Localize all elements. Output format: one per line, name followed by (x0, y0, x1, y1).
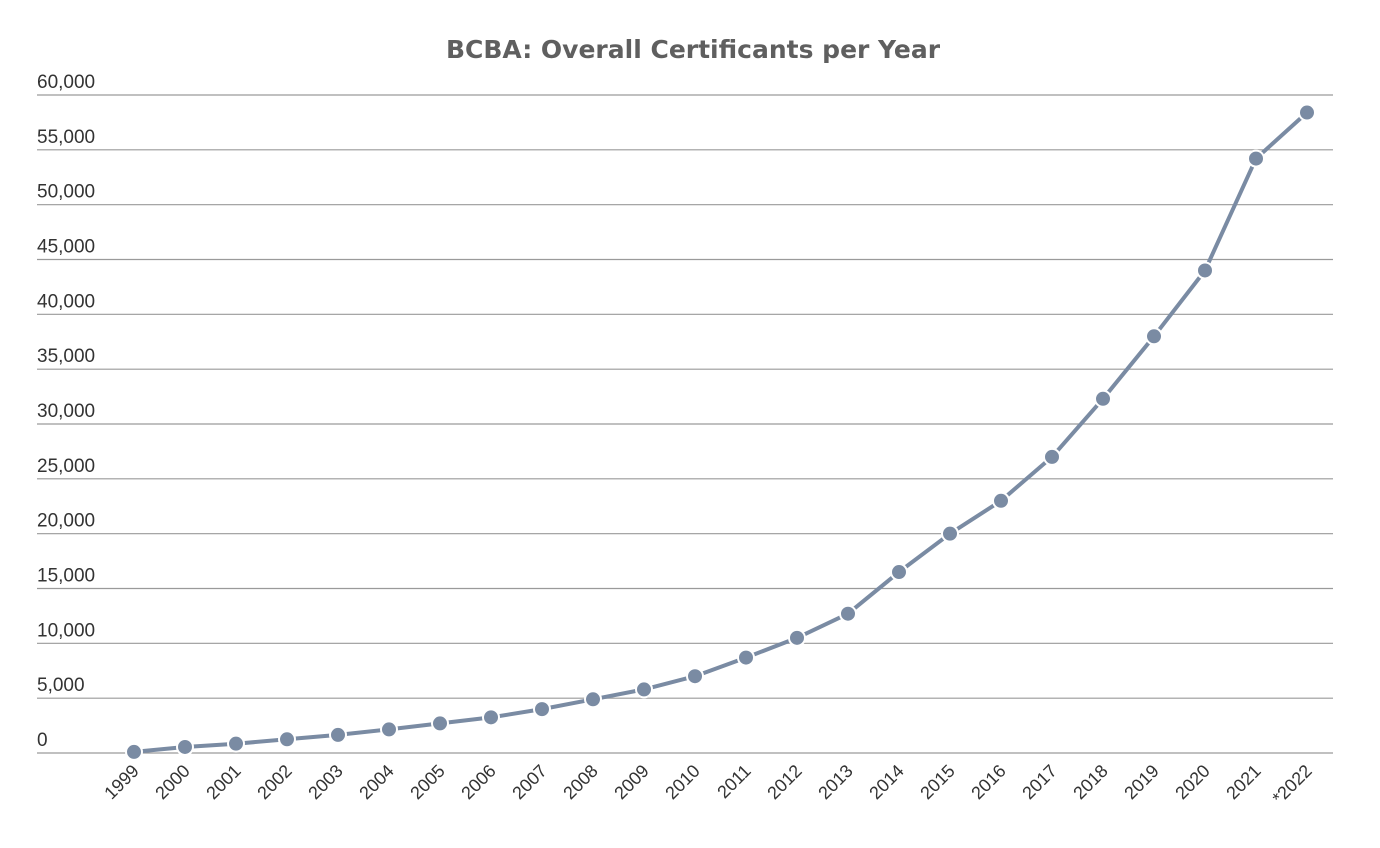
data-point (635, 680, 653, 699)
x-tick-label: 2008 (559, 761, 601, 803)
x-tick-label: 2002 (253, 761, 295, 803)
data-point (176, 737, 194, 756)
data-point (1298, 103, 1316, 122)
x-tick-label: 2014 (865, 761, 907, 803)
y-tick-label: 45,000 (37, 237, 95, 258)
x-tick-label: 2005 (406, 761, 448, 803)
y-tick-label: 10,000 (37, 620, 95, 641)
data-point (584, 690, 602, 709)
x-tick-label: 2021 (1222, 761, 1264, 803)
data-point (1247, 149, 1265, 168)
x-tick-label: 2006 (457, 761, 499, 803)
data-point (1043, 447, 1061, 466)
x-tick-label: 2019 (1120, 761, 1162, 803)
series-line (132, 110, 1309, 754)
x-tick-label: 2004 (355, 761, 397, 803)
data-point (890, 563, 908, 582)
data-point (431, 714, 449, 733)
x-axis-tick-labels: 1999 2000 2001 2002 2003 2004 2005 2006 2007 2008… (100, 761, 1315, 808)
data-point (737, 648, 755, 667)
data-point (533, 700, 551, 719)
data-point (1145, 327, 1163, 346)
chart-title: BCBA: Overall Certificants per Year (446, 35, 941, 64)
x-tick-label: 2017 (1018, 761, 1060, 803)
data-point (329, 725, 347, 744)
y-tick-label: 35,000 (37, 346, 95, 367)
data-point (125, 742, 143, 761)
x-tick-label: 2011 (713, 761, 755, 803)
data-point (839, 604, 857, 623)
y-tick-label: 60,000 (37, 72, 95, 93)
y-tick-label: 55,000 (37, 127, 95, 148)
data-point (941, 524, 959, 543)
y-tick-label: 5,000 (37, 675, 85, 696)
data-points (125, 103, 1316, 761)
y-tick-label: 25,000 (37, 456, 95, 477)
x-tick-label: *2022 (1268, 761, 1315, 808)
data-point (380, 720, 398, 739)
x-tick-label: 2016 (967, 761, 1009, 803)
x-tick-label: 2000 (151, 761, 193, 803)
y-axis-tick-labels: 0 5,000 10,000 15,000 20,000 25,000 30,000 35,0… (37, 72, 95, 751)
x-tick-label: 2009 (610, 761, 652, 803)
data-point (1094, 389, 1112, 408)
data-point (278, 730, 296, 749)
x-tick-label: 2003 (304, 761, 346, 803)
x-tick-label: 2020 (1171, 761, 1213, 803)
y-tick-label: 50,000 (37, 182, 95, 203)
data-point (788, 628, 806, 647)
x-tick-label: 2001 (202, 761, 244, 803)
x-tick-label: 2007 (508, 761, 550, 803)
gridlines (37, 94, 1333, 754)
data-point (227, 734, 245, 753)
x-tick-label: 2012 (763, 761, 805, 803)
x-tick-label: 1999 (100, 761, 142, 803)
y-tick-label: 0 (37, 730, 48, 751)
data-point (686, 667, 704, 686)
y-tick-label: 30,000 (37, 401, 95, 422)
y-tick-label: 40,000 (37, 291, 95, 312)
x-tick-label: 2013 (814, 761, 856, 803)
y-tick-label: 15,000 (37, 566, 95, 587)
x-tick-label: 2015 (916, 761, 958, 803)
x-tick-label: 2010 (661, 761, 703, 803)
data-point (992, 491, 1010, 510)
y-tick-label: 20,000 (37, 511, 95, 532)
data-point (482, 708, 500, 727)
data-point (1196, 261, 1214, 280)
x-tick-label: 2018 (1069, 761, 1111, 803)
